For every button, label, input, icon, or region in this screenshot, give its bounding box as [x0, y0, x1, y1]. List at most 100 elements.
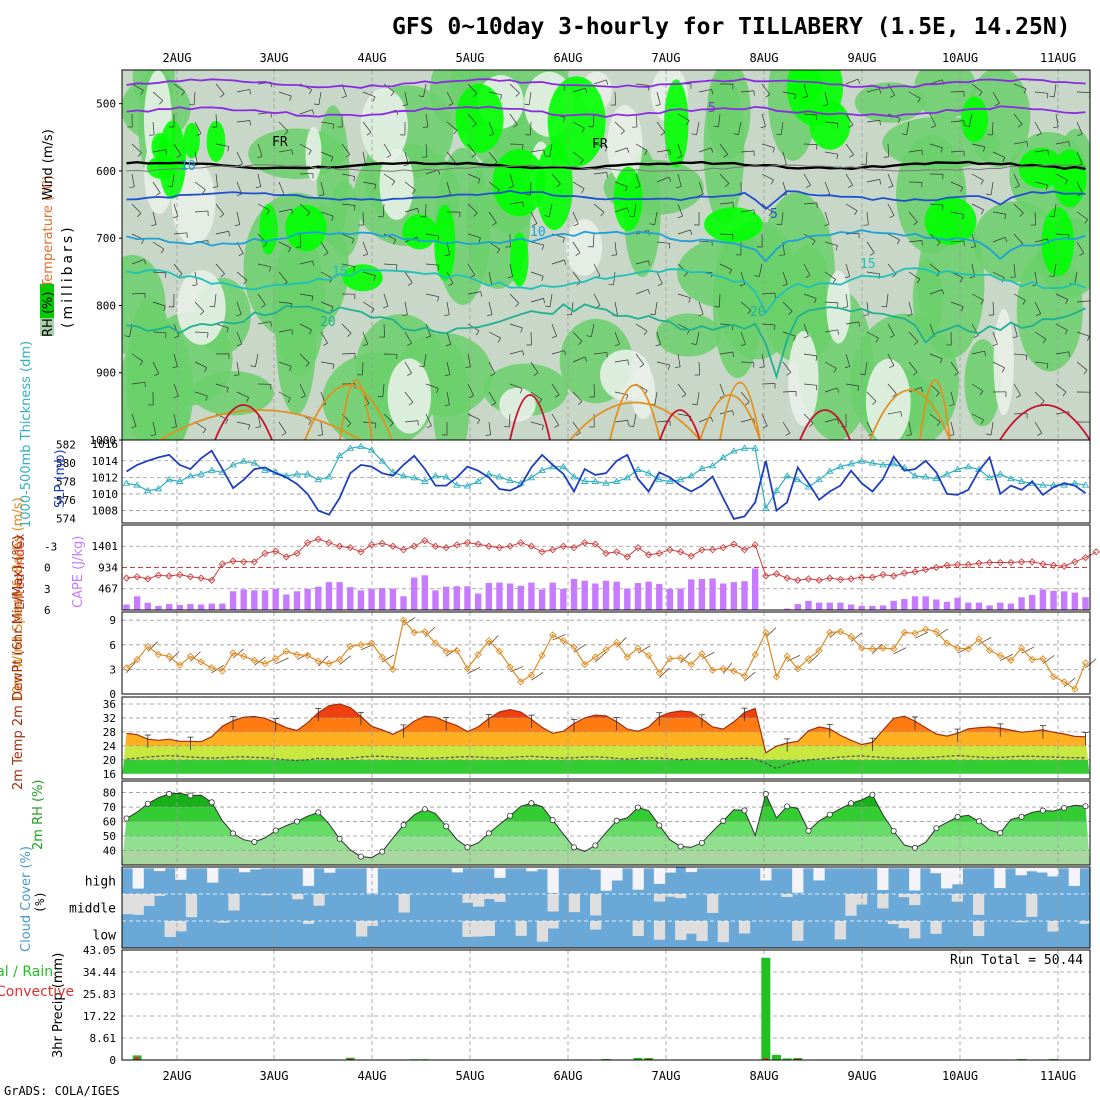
cloud-cell — [887, 921, 900, 925]
wind-barb — [824, 211, 830, 225]
wind-barb — [257, 143, 263, 157]
wind-barb — [320, 271, 333, 279]
cloud-cell — [228, 867, 240, 869]
wind-barb — [803, 353, 817, 357]
wind-barb — [593, 352, 607, 355]
wind-barb — [548, 203, 553, 217]
wind-barb — [803, 202, 817, 205]
cloud-cell — [1047, 867, 1059, 877]
wind-speed-marker — [208, 664, 216, 672]
thickness-marker — [634, 465, 642, 472]
wind-barb-flag — [491, 402, 496, 406]
wind-barb-flag — [901, 133, 907, 136]
wind-barb — [572, 271, 582, 283]
wind-barb-10m — [254, 656, 266, 666]
wind-barb — [950, 421, 955, 435]
cloud-cell — [717, 921, 729, 943]
wind-barb-flag — [566, 313, 572, 316]
wind-barb-flag — [544, 155, 550, 158]
wind-barb-flag — [542, 244, 545, 250]
cape-bar — [442, 586, 450, 610]
wind-barb-flag — [289, 95, 292, 101]
wind-barb — [173, 263, 183, 275]
cloud-cell — [483, 921, 495, 937]
chart-title: GFS 0~10day 3-hourly for TILLABERY (1.5E… — [392, 14, 1071, 40]
wind-barb — [425, 413, 432, 426]
thickness-marker — [762, 504, 770, 511]
wind-barb — [530, 391, 542, 400]
thickness-marker — [623, 473, 632, 481]
wind-barb-flag — [713, 125, 719, 128]
wind-barb — [446, 301, 450, 315]
wind-speed-marker — [357, 641, 365, 649]
wind-barb-flag — [341, 95, 347, 99]
wind-barb-flag — [626, 147, 630, 153]
wind-barb — [824, 387, 838, 393]
cape-bar — [357, 590, 365, 610]
wind-barb-flag — [418, 95, 424, 98]
wind-barb — [467, 263, 476, 276]
wind-barb-flag — [407, 282, 413, 286]
rh-marker — [379, 848, 386, 855]
temp-contour-warm — [999, 404, 1090, 440]
wind-barb — [257, 173, 262, 187]
wind-barb-flag — [960, 306, 964, 312]
wind-barb-flag — [669, 149, 671, 155]
wind-speed-marker — [613, 638, 621, 646]
cloud-cell — [866, 867, 878, 869]
wind-barb-flag — [192, 164, 198, 166]
wind-barb — [173, 383, 179, 397]
wind-barb — [572, 356, 586, 363]
cloud-cell — [302, 867, 315, 886]
wind-barb-flag — [165, 149, 167, 155]
cloud-cell — [675, 894, 687, 899]
cloud-cell — [653, 894, 666, 902]
wind-barb — [173, 203, 179, 217]
wind-barb — [929, 79, 943, 85]
wind-barb — [255, 353, 259, 367]
wind-barb — [278, 208, 292, 213]
wind-barb-flag — [308, 420, 312, 425]
wind-speed-marker — [730, 667, 738, 675]
thickness-marker — [666, 477, 674, 484]
cloud-cell — [760, 867, 772, 881]
contour-label: FR — [592, 137, 608, 152]
thickness-marker — [474, 477, 482, 484]
cape-bar — [1050, 590, 1057, 610]
cape-bar — [592, 583, 599, 610]
wind-barb — [865, 151, 868, 165]
wind-barb-flag — [202, 189, 206, 194]
wind-barb-flag — [753, 209, 755, 215]
wind-barb-flag — [407, 342, 412, 346]
contour-label: 20 — [750, 305, 766, 320]
temp-tick-label: 32 — [103, 712, 116, 725]
wind-barb-flag — [643, 330, 648, 336]
li-marker — [517, 539, 525, 547]
rh-low-blob — [993, 308, 1014, 416]
rh-marker — [315, 809, 322, 816]
wind-barb — [950, 120, 964, 123]
wind-barb — [382, 383, 385, 397]
wind-barb — [950, 240, 964, 243]
thickness-marker — [985, 473, 994, 481]
wind-barb-flag — [422, 126, 429, 128]
rh-marker — [997, 829, 1004, 836]
thickness-tick-label: 574 — [56, 512, 76, 525]
wind-speed-marker — [602, 646, 610, 654]
wind-barb-flag — [912, 371, 918, 376]
wind-barb-flag — [770, 179, 774, 185]
rh-tick-label: 50 — [103, 830, 116, 843]
wind-barb-10m — [360, 643, 374, 651]
cloud-cell — [122, 867, 134, 869]
cape-bar — [645, 581, 652, 610]
wind-speed-marker — [229, 649, 237, 657]
contour-label: 20 — [320, 315, 336, 330]
top-day-label: 5AUG — [456, 51, 485, 65]
wind-barb-10m — [168, 651, 180, 662]
cloud-cell — [175, 867, 187, 880]
li-marker — [399, 546, 408, 554]
wind-barb-flag — [407, 372, 412, 376]
wind-barb — [656, 271, 663, 284]
